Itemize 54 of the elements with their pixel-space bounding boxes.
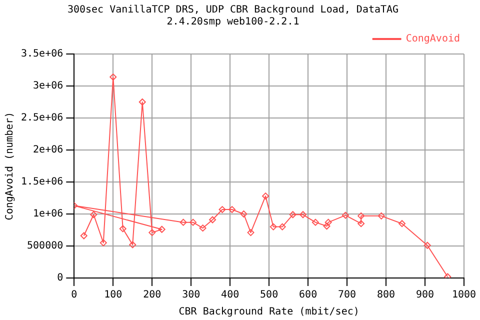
x-tick-label: 900 <box>416 290 434 301</box>
y-tick-label: 1e+06 <box>33 208 64 220</box>
x-tick-label: 300 <box>182 290 200 301</box>
point <box>218 206 226 214</box>
y-tick-label: 2.5e+06 <box>20 112 64 124</box>
y-axis-title: CongAvoid (number) <box>4 112 16 220</box>
point <box>324 218 332 226</box>
x-axis-title: CBR Background Rate (mbit/sec) <box>178 306 360 318</box>
point <box>100 239 107 246</box>
point <box>209 216 216 224</box>
point <box>110 74 117 81</box>
point <box>312 218 319 226</box>
x-tick-label: 600 <box>299 290 318 301</box>
point <box>299 211 306 218</box>
point <box>247 229 254 236</box>
y-tick-label: 2e+06 <box>33 144 64 156</box>
point <box>119 225 126 232</box>
point <box>262 192 270 200</box>
point <box>398 220 406 228</box>
point <box>342 212 349 219</box>
y-tick-label: 1.5e+06 <box>20 176 64 188</box>
point <box>129 241 136 248</box>
point <box>180 218 187 226</box>
point <box>158 226 166 233</box>
point <box>80 232 88 240</box>
point <box>358 220 365 228</box>
point <box>278 223 286 230</box>
point <box>424 242 431 249</box>
point <box>228 206 236 214</box>
point <box>289 211 296 218</box>
x-tick-label: 0 <box>71 290 78 301</box>
y-tick-label: 0 <box>57 272 64 284</box>
point <box>199 224 206 232</box>
x-tick-label: 500 <box>260 290 278 301</box>
y-tick-label: 3.5e+06 <box>20 48 64 60</box>
point <box>190 218 197 226</box>
x-tick-label: 1000 <box>452 290 476 301</box>
x-tick-label: 700 <box>338 290 356 301</box>
chart-title: 300sec VanillaTCP DRS, UDP CBR Background Load, DataTAG 2.4.20smp web100-2.2.1 <box>67 4 399 28</box>
x-tick-label: 200 <box>143 290 162 301</box>
y-tick-label: 500000 <box>27 240 64 252</box>
point <box>148 229 156 236</box>
x-tick-label: 400 <box>221 290 240 301</box>
point <box>240 210 248 218</box>
point <box>90 211 98 218</box>
point <box>378 212 385 220</box>
point <box>138 98 146 106</box>
x-tick-label: 100 <box>104 290 122 301</box>
x-tick-label: 800 <box>376 290 396 301</box>
point <box>323 222 330 230</box>
point <box>358 212 365 220</box>
point <box>270 223 277 230</box>
y-tick-label: 3e+06 <box>33 80 64 92</box>
legend-label: CongAvoid <box>406 34 460 45</box>
